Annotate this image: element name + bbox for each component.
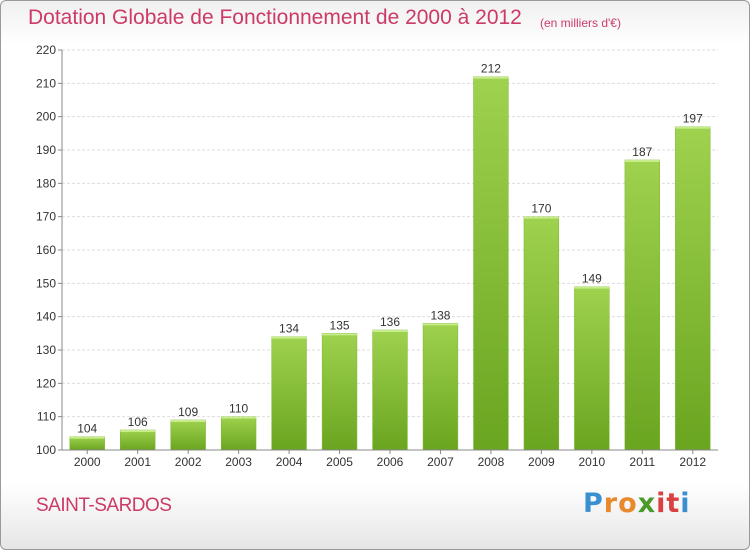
bar-highlight bbox=[120, 430, 156, 432]
value-label: 149 bbox=[582, 272, 602, 286]
bar-2004 bbox=[271, 336, 307, 451]
logo-letter: r bbox=[603, 488, 619, 519]
y-tick-label: 200 bbox=[36, 110, 56, 124]
bar-highlight bbox=[221, 416, 257, 419]
value-label: 136 bbox=[380, 315, 400, 329]
logo-letter: i bbox=[656, 488, 667, 519]
bar-2010 bbox=[574, 286, 610, 451]
bar-highlight bbox=[170, 420, 206, 422]
value-label: 109 bbox=[178, 405, 198, 419]
value-label: 212 bbox=[481, 62, 501, 76]
x-tick-label: 2005 bbox=[326, 455, 353, 469]
x-tick-label: 2009 bbox=[528, 455, 555, 469]
bar-highlight bbox=[423, 323, 458, 326]
value-label: 170 bbox=[531, 202, 551, 216]
x-tick-label: 2001 bbox=[124, 455, 151, 469]
x-tick-label: 2010 bbox=[578, 455, 605, 469]
x-tick-label: 2008 bbox=[478, 455, 505, 469]
y-tick-label: 120 bbox=[36, 376, 56, 390]
axes bbox=[58, 49, 718, 454]
value-label: 187 bbox=[632, 145, 652, 159]
bars bbox=[69, 76, 711, 451]
value-label: 135 bbox=[330, 318, 350, 332]
bar-highlight bbox=[271, 336, 307, 339]
bar-highlight bbox=[473, 76, 509, 79]
bar-2008 bbox=[473, 76, 509, 451]
value-label: 134 bbox=[279, 322, 299, 336]
bar-highlight bbox=[69, 436, 105, 439]
bar-highlight bbox=[322, 333, 357, 336]
y-tick-label: 150 bbox=[36, 276, 56, 290]
logo-letter: o bbox=[618, 488, 638, 519]
y-tick-label: 100 bbox=[36, 443, 56, 457]
y-tick-label: 110 bbox=[37, 410, 56, 424]
bar-2005 bbox=[321, 333, 358, 451]
bar-2006 bbox=[372, 329, 408, 451]
y-tick-label: 130 bbox=[36, 343, 56, 357]
x-tick-label: 2007 bbox=[427, 455, 454, 469]
x-tick-label: 2006 bbox=[377, 455, 404, 469]
logo-letter: x bbox=[637, 488, 657, 519]
y-tick-label: 160 bbox=[36, 243, 56, 257]
bar-highlight bbox=[372, 330, 408, 332]
y-tick-label: 190 bbox=[36, 143, 56, 157]
value-label: 106 bbox=[128, 415, 148, 429]
value-label: 104 bbox=[77, 422, 97, 436]
chart-title: Dotation Globale de Fonctionnement de 20… bbox=[28, 6, 522, 29]
bar-2001 bbox=[120, 429, 156, 451]
x-tick-label: 2002 bbox=[175, 455, 202, 469]
bar-2007 bbox=[422, 323, 459, 451]
x-tick-label: 2012 bbox=[679, 455, 706, 469]
bar-2009 bbox=[523, 216, 560, 451]
chart-unit: (en milliers d'€) bbox=[540, 16, 621, 30]
x-tick-label: 2011 bbox=[629, 455, 655, 469]
y-tick-label: 170 bbox=[36, 210, 56, 224]
x-tick-label: 2003 bbox=[225, 455, 252, 469]
bar-highlight bbox=[624, 160, 660, 162]
bar-2012 bbox=[675, 126, 711, 451]
y-tick-label: 220 bbox=[36, 43, 56, 57]
bar-2003 bbox=[220, 416, 257, 451]
proxiti-logo: Proxiti bbox=[583, 488, 691, 519]
labels: 100 110 120 130 140 150 160 170 180 190 200 210 220 1… bbox=[36, 43, 706, 469]
y-tick-label: 210 bbox=[36, 76, 56, 90]
commune-name: SAINT-SARDOS bbox=[36, 495, 172, 516]
value-label: 138 bbox=[430, 308, 450, 322]
value-label: 110 bbox=[229, 402, 248, 416]
logo-letter: i bbox=[680, 488, 691, 519]
bar-highlight bbox=[675, 126, 711, 129]
y-tick-label: 180 bbox=[36, 176, 56, 190]
y-tick-label: 140 bbox=[36, 310, 56, 324]
logo-letter: t bbox=[666, 488, 681, 519]
bar-highlight bbox=[523, 216, 559, 219]
bar-2002 bbox=[170, 419, 206, 451]
value-label: 197 bbox=[683, 112, 703, 126]
bar-2011 bbox=[624, 159, 660, 451]
x-tick-label: 2000 bbox=[74, 455, 101, 469]
x-tick-label: 2004 bbox=[276, 455, 303, 469]
logo-letter: P bbox=[583, 488, 604, 519]
bar-highlight bbox=[574, 286, 610, 289]
